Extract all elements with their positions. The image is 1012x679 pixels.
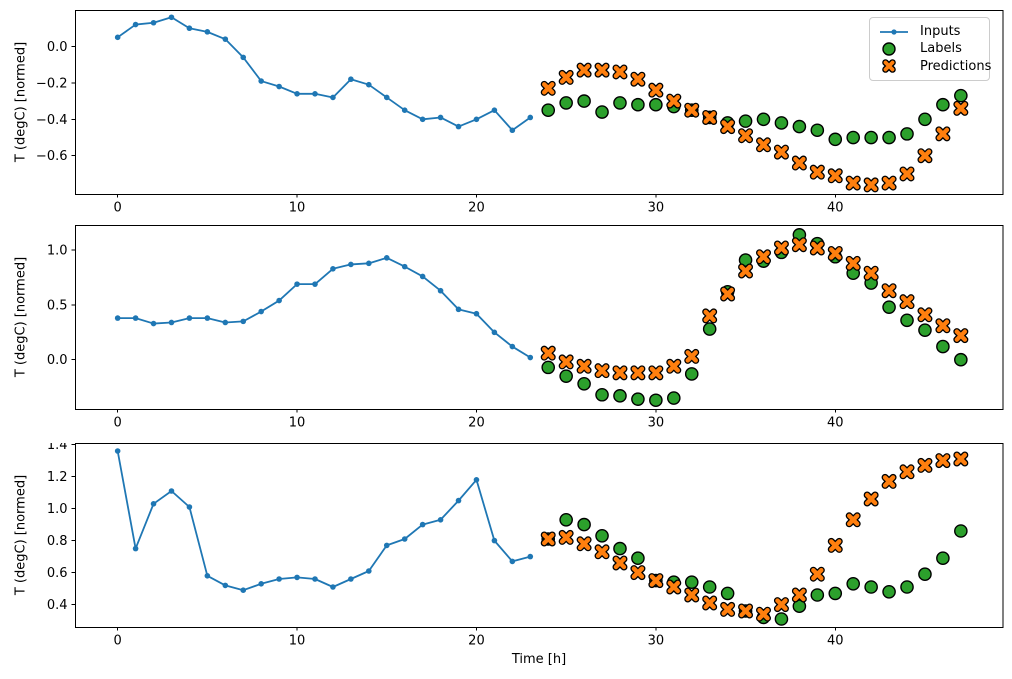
svg-text:40: 40	[827, 416, 844, 431]
svg-text:30: 30	[648, 416, 665, 431]
svg-text:10: 10	[289, 201, 306, 216]
svg-text:40: 40	[827, 201, 844, 216]
svg-text:1.4: 1.4	[47, 443, 68, 453]
svg-text:1.2: 1.2	[47, 470, 68, 485]
subplot-top: 0 10 20 30 40 0.0 −0.2 −0.4 −0.6	[36, 10, 1004, 216]
predictions-marker-icon	[877, 58, 911, 74]
svg-text:1.0: 1.0	[47, 244, 68, 259]
svg-text:−0.4: −0.4	[36, 113, 68, 128]
svg-text:20: 20	[468, 634, 485, 649]
svg-text:0.6: 0.6	[47, 566, 68, 581]
legend-label-inputs: Inputs	[920, 24, 961, 40]
svg-text:−0.2: −0.2	[36, 76, 68, 91]
svg-text:0.0: 0.0	[47, 40, 68, 55]
x-axis-label: Time [h]	[511, 652, 567, 667]
svg-text:0.5: 0.5	[47, 298, 68, 313]
y-axis-label-top: T (degC) [normed]	[13, 41, 29, 163]
svg-text:0: 0	[114, 634, 122, 649]
svg-text:20: 20	[468, 201, 485, 216]
svg-text:1.0: 1.0	[47, 502, 68, 517]
svg-text:0.0: 0.0	[47, 353, 68, 368]
subplot-bottom: 0 10 20 30 40 0.4 0.6 0.8 1.0 1.2 1.4	[47, 443, 1004, 649]
svg-text:0: 0	[114, 416, 122, 431]
inputs-line-icon	[877, 24, 911, 40]
svg-text:10: 10	[289, 416, 306, 431]
y-axis-label-bottom: T (degC) [normed]	[13, 474, 29, 596]
svg-text:30: 30	[648, 201, 665, 216]
svg-text:10: 10	[289, 634, 306, 649]
svg-text:−0.6: −0.6	[36, 149, 68, 164]
subplot-middle: 0 10 20 30 40 0.0 0.5 1.0	[47, 225, 1004, 431]
legend-label-labels: Labels	[920, 41, 962, 57]
svg-text:40: 40	[827, 634, 844, 649]
svg-text:20: 20	[468, 416, 485, 431]
legend: Inputs Labels Predictions	[869, 17, 991, 81]
labels-marker-icon	[877, 41, 911, 57]
svg-text:0: 0	[114, 201, 122, 216]
legend-item-labels: Labels	[877, 40, 981, 57]
legend-item-inputs: Inputs	[877, 23, 981, 40]
svg-text:0.4: 0.4	[47, 598, 68, 613]
legend-label-predictions: Predictions	[920, 58, 992, 74]
svg-text:30: 30	[648, 634, 665, 649]
svg-text:0.8: 0.8	[47, 534, 68, 549]
legend-item-predictions: Predictions	[877, 58, 991, 75]
y-axis-label-middle: T (degC) [normed]	[13, 256, 29, 378]
